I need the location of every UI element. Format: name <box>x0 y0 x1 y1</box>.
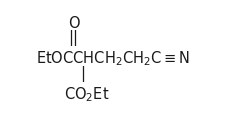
Text: O: O <box>67 16 79 31</box>
Text: CO$_2$Et: CO$_2$Et <box>64 85 109 104</box>
Text: |: | <box>79 66 84 82</box>
Text: ||: || <box>68 30 78 46</box>
Text: EtOCCHCH$_2$CH$_2$C$\equiv$N: EtOCCHCH$_2$CH$_2$C$\equiv$N <box>36 49 190 68</box>
